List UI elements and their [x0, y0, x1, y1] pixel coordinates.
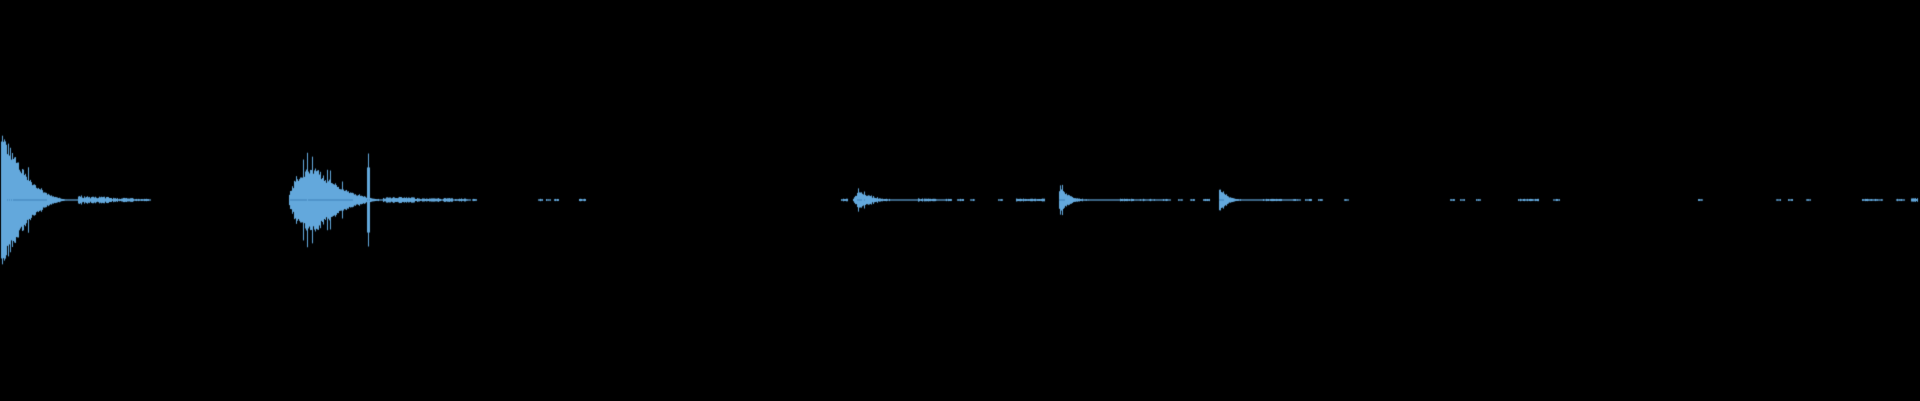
audio-waveform-view[interactable]: Mono audio waveform rendered as a mirror… — [0, 0, 1920, 400]
waveform-canvas[interactable] — [0, 0, 1920, 400]
